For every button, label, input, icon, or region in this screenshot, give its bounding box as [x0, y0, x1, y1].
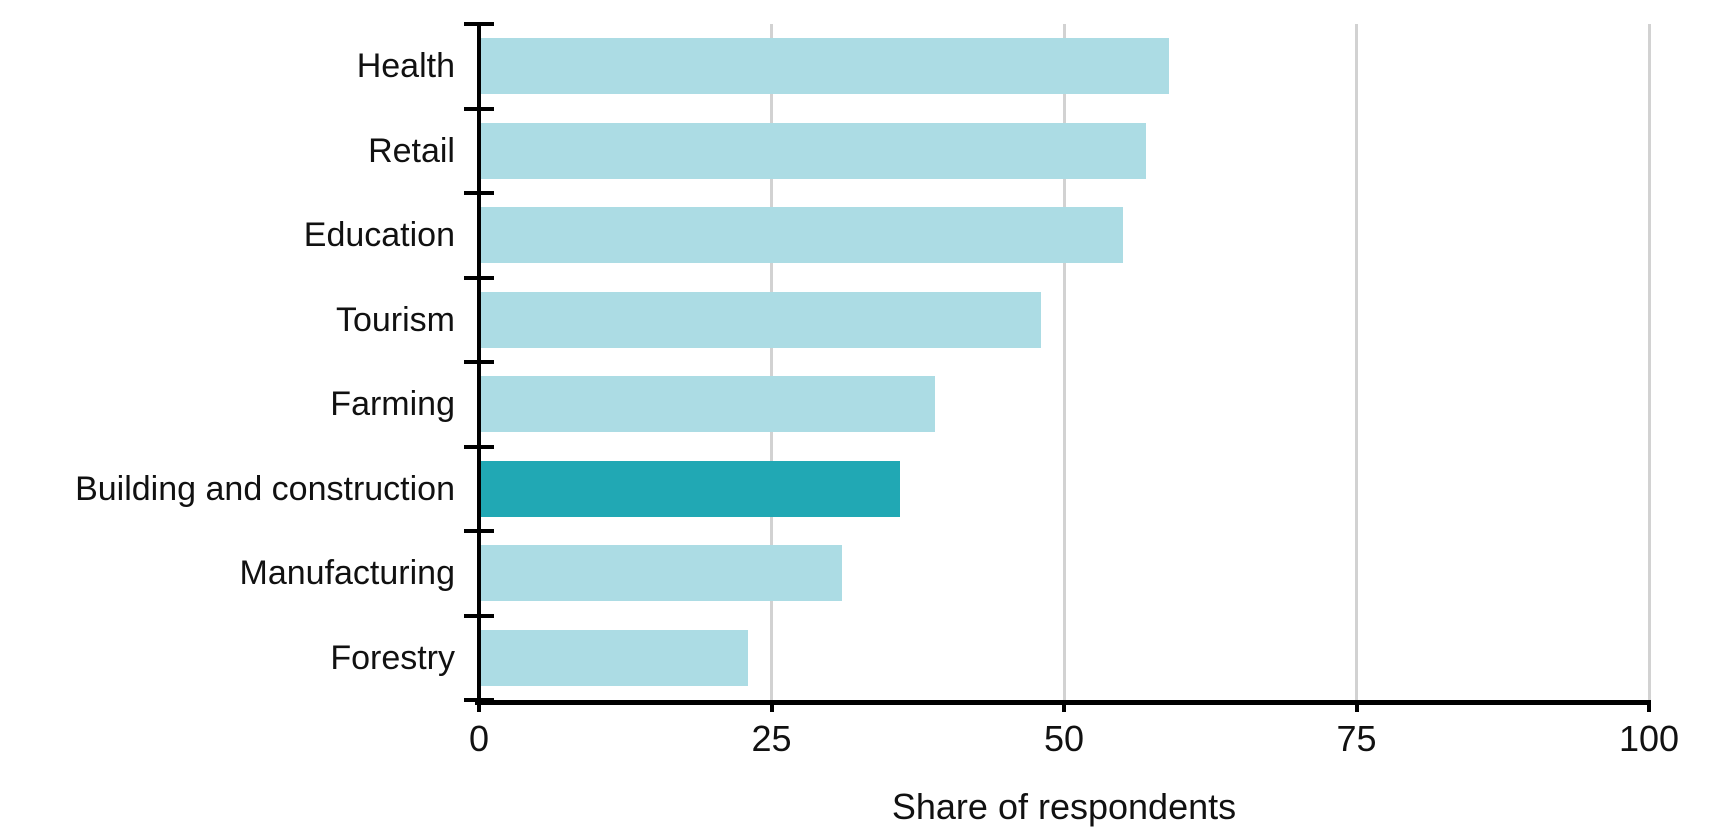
- category-label-tourism: Tourism: [335, 300, 455, 339]
- bar-building-and-construction: [479, 460, 901, 517]
- y-axis-tick: [464, 22, 494, 26]
- category-label-forestry: Forestry: [330, 638, 455, 677]
- y-axis-tick: [464, 444, 494, 449]
- bar-retail: [479, 122, 1146, 179]
- gridline-25: [770, 24, 773, 700]
- gridline-50: [1062, 24, 1066, 700]
- gridline-100: [1647, 24, 1651, 700]
- bar-tourism: [479, 291, 1041, 348]
- bar-manufacturing: [479, 545, 842, 602]
- y-axis-tick: [464, 106, 494, 111]
- x-tick-label-0: 0: [468, 718, 490, 759]
- x-tick-label-75: 75: [1336, 718, 1377, 759]
- x-axis-tick-0: [477, 700, 481, 712]
- bar-health: [479, 38, 1170, 95]
- bar-farming: [479, 376, 936, 433]
- category-label-retail: Retail: [368, 131, 455, 170]
- y-axis-tick: [464, 191, 494, 195]
- category-label-farming: Farming: [330, 385, 455, 424]
- category-label-health: Health: [356, 47, 455, 86]
- x-axis-title: Share of respondents: [891, 786, 1237, 827]
- x-tick-label-25: 25: [751, 718, 792, 759]
- y-axis-tick: [464, 360, 494, 364]
- gridline-75: [1355, 24, 1358, 700]
- x-axis-tick-100: [1647, 700, 1651, 712]
- x-axis-tick-50: [1062, 700, 1066, 712]
- y-axis-tick: [464, 275, 494, 280]
- category-label-building-and-construction: Building and construction: [75, 469, 455, 508]
- category-label-manufacturing: Manufacturing: [239, 554, 455, 593]
- x-tick-label-50: 50: [1043, 718, 1085, 759]
- bar-education: [479, 207, 1123, 264]
- x-tick-label-100: 100: [1618, 718, 1680, 759]
- y-axis-tick: [464, 613, 494, 618]
- category-label-education: Education: [303, 216, 455, 255]
- y-axis-tick: [464, 529, 494, 533]
- x-axis-tick-75: [1354, 700, 1359, 712]
- x-axis-tick-25: [769, 700, 774, 712]
- bar-forestry: [479, 629, 749, 686]
- plot-area: [464, 22, 1651, 712]
